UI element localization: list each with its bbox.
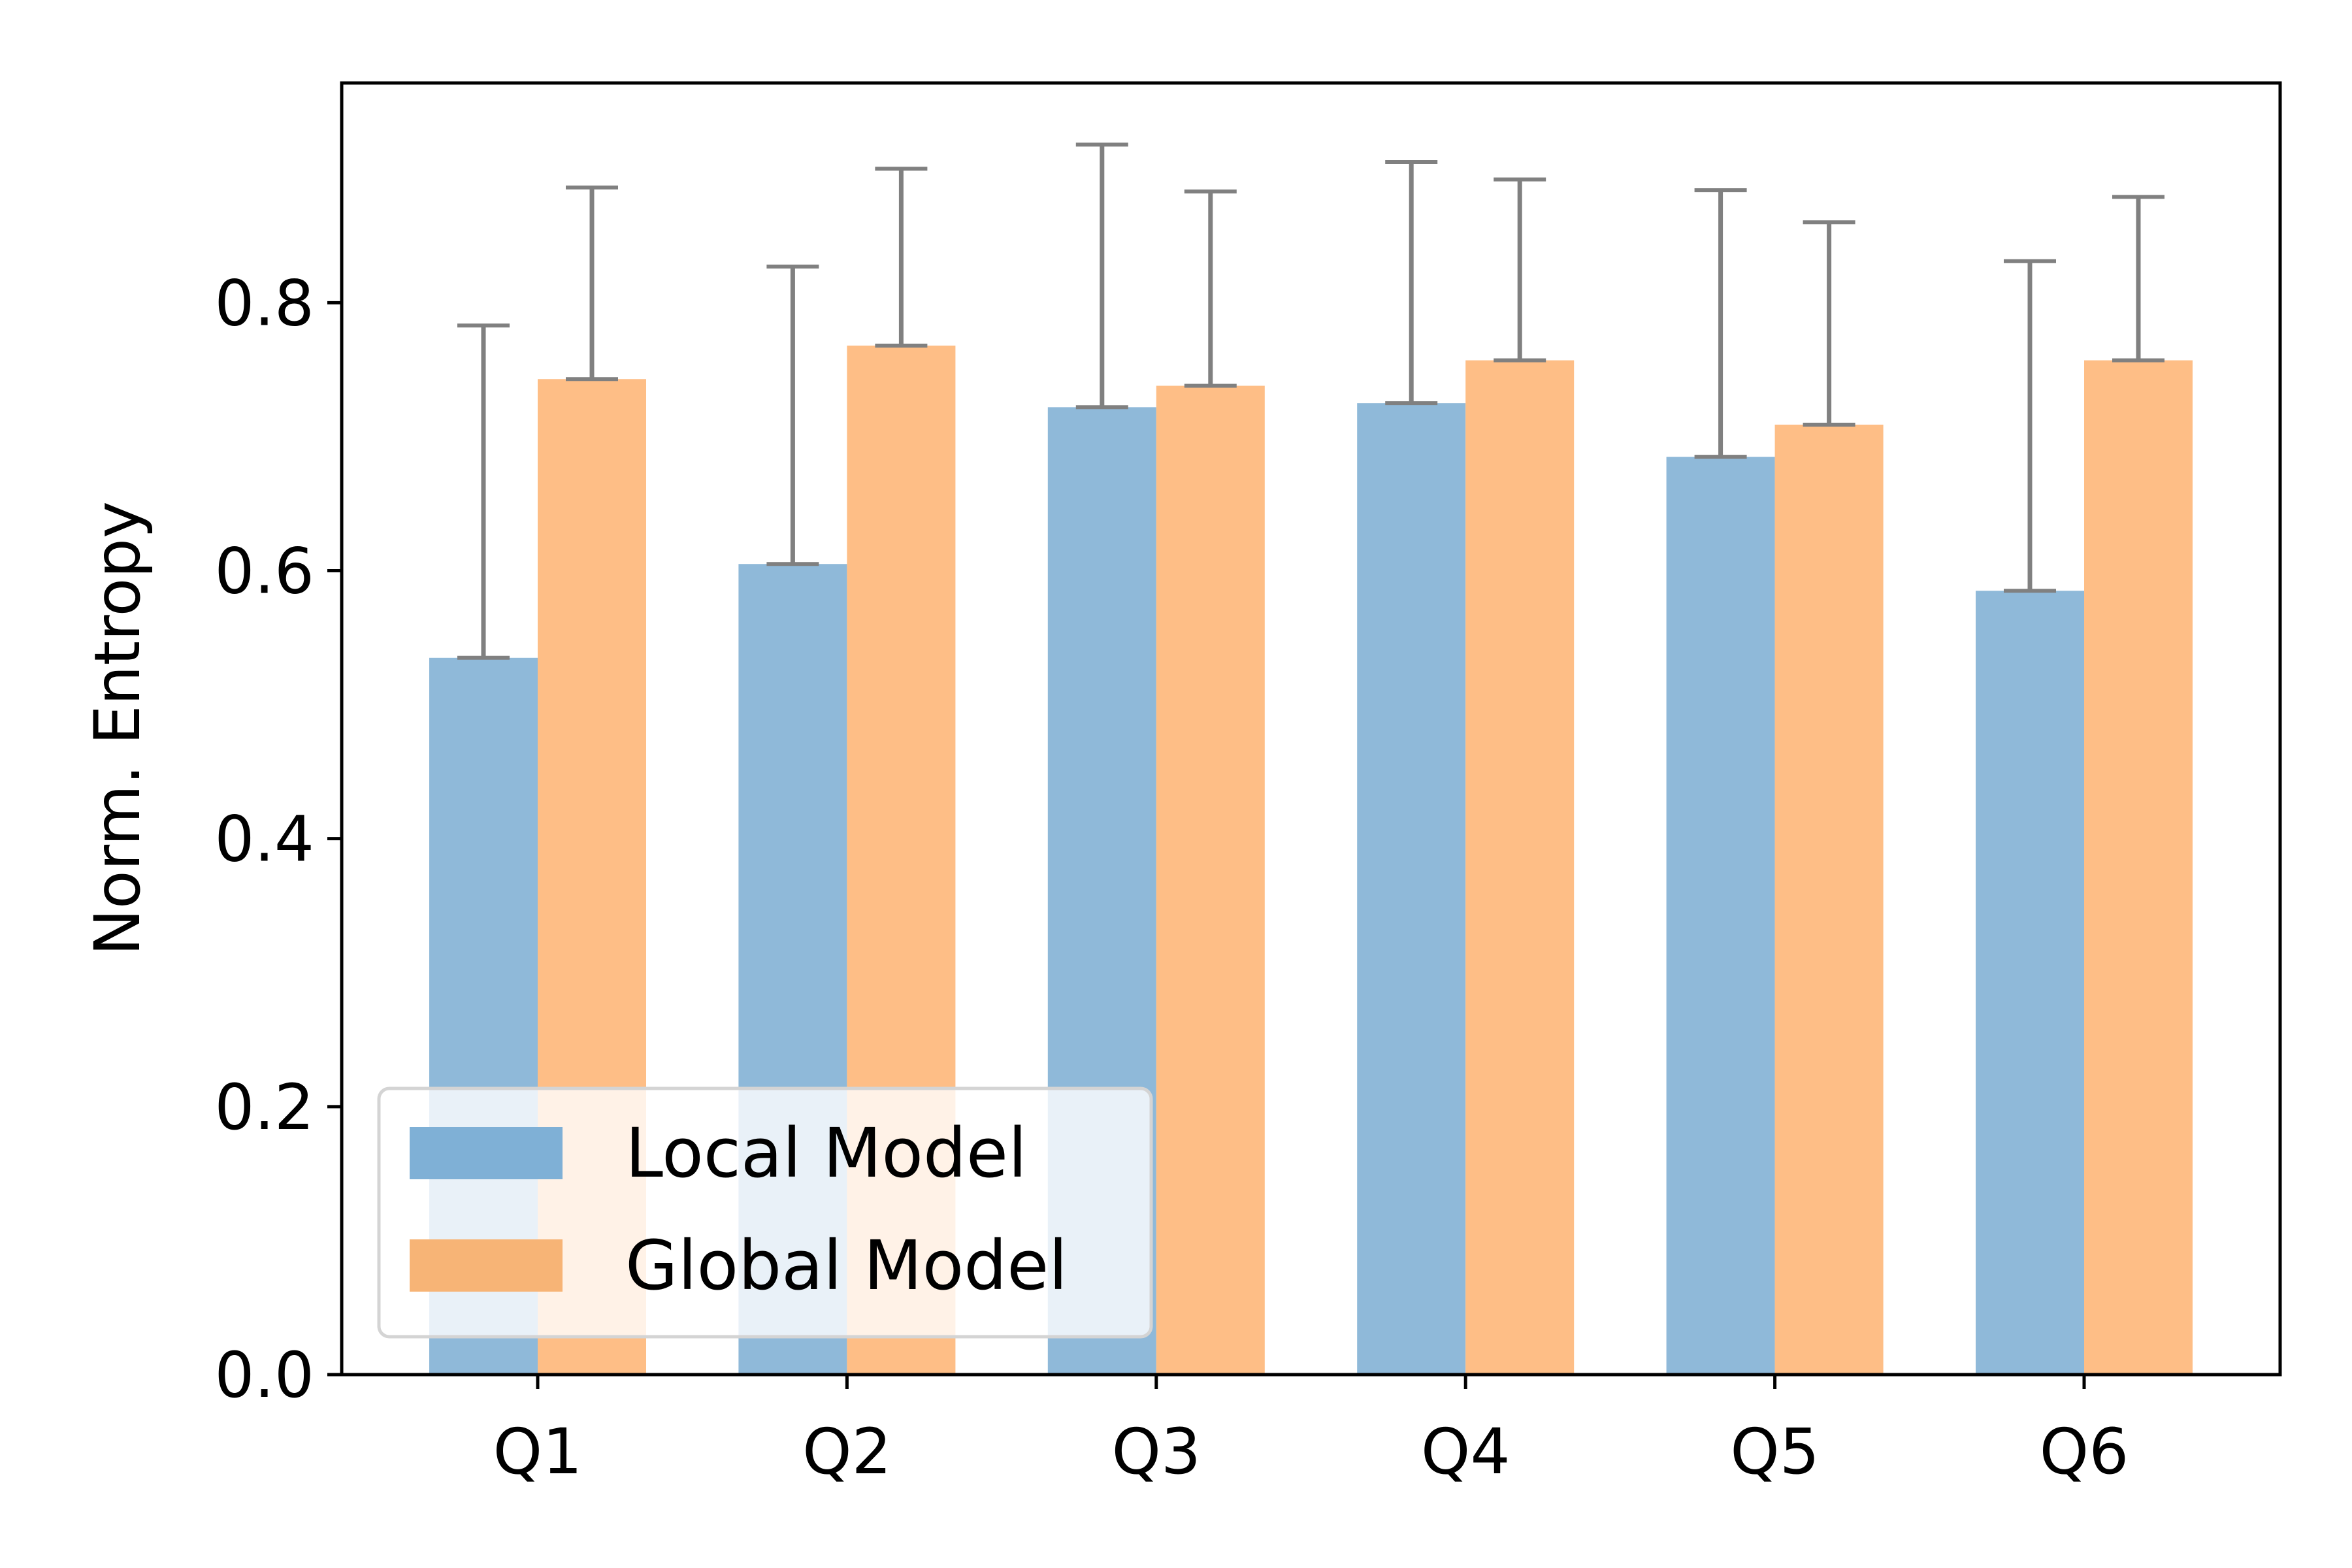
bar-local-q4 [1357,403,1466,1375]
error-bar-local-q1 [457,323,510,660]
x-tick-label-q6: Q6 [2040,1415,2129,1488]
y-tick-label: 0.0 [214,1339,314,1412]
legend-label-local: Local Model [625,1113,1027,1193]
bar-global-q5 [1774,424,1884,1375]
error-bar-global-q1 [566,185,618,382]
x-axis: Q1 Q2 Q3 Q4 Q5 Q6 [493,1375,2129,1488]
bar-local-q5 [1666,457,1775,1375]
x-tick-label-q3: Q3 [1111,1415,1201,1488]
y-tick-label: 0.6 [214,535,314,608]
error-bar-local-q3 [1075,142,1128,410]
y-axis: 0.0 0.2 0.4 0.6 0.8 [214,267,342,1412]
error-bar-global-q4 [1494,177,1546,363]
x-tick-label-q1: Q1 [493,1415,583,1488]
bar-global-q3 [1156,385,1265,1375]
x-tick-label-q2: Q2 [802,1415,892,1488]
legend-swatch-local [410,1127,563,1179]
error-bar-global-q2 [875,167,928,348]
error-bars-layer [457,142,2164,660]
y-tick-label: 0.2 [214,1071,314,1144]
error-bar-global-q6 [2112,195,2164,363]
y-tick-label: 0.8 [214,267,314,340]
legend: Local Model Global Model [377,1086,1153,1339]
y-tick-label: 0.4 [214,803,314,876]
y-axis-label: Norm. Entropy [81,501,154,956]
bar-local-q6 [1976,591,2084,1375]
error-bar-local-q4 [1385,159,1438,406]
legend-label-global: Global Model [625,1226,1068,1305]
bar-global-q6 [2084,360,2193,1375]
error-bar-global-q5 [1803,220,1855,427]
legend-box [377,1086,1153,1339]
error-bar-local-q2 [766,264,819,566]
bar-global-q4 [1465,360,1575,1375]
plot-frame [340,81,2282,1377]
error-bar-local-q5 [1694,188,1747,459]
legend-swatch-global [410,1239,563,1292]
x-tick-label-q5: Q5 [1730,1415,1820,1488]
error-bar-global-q3 [1184,189,1237,388]
x-tick-label-q4: Q4 [1421,1415,1511,1488]
error-bar-local-q6 [2004,259,2056,593]
